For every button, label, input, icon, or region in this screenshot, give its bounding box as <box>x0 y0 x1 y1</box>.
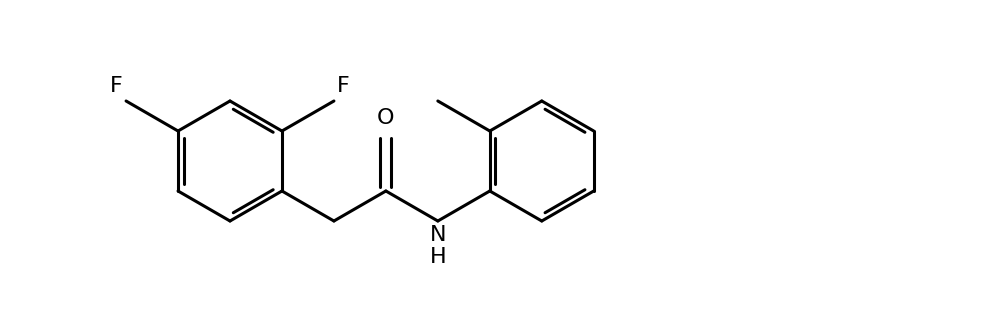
Text: O: O <box>377 108 394 128</box>
Text: H: H <box>430 247 446 267</box>
Text: F: F <box>111 76 123 96</box>
Text: F: F <box>337 76 350 96</box>
Text: N: N <box>430 225 446 245</box>
